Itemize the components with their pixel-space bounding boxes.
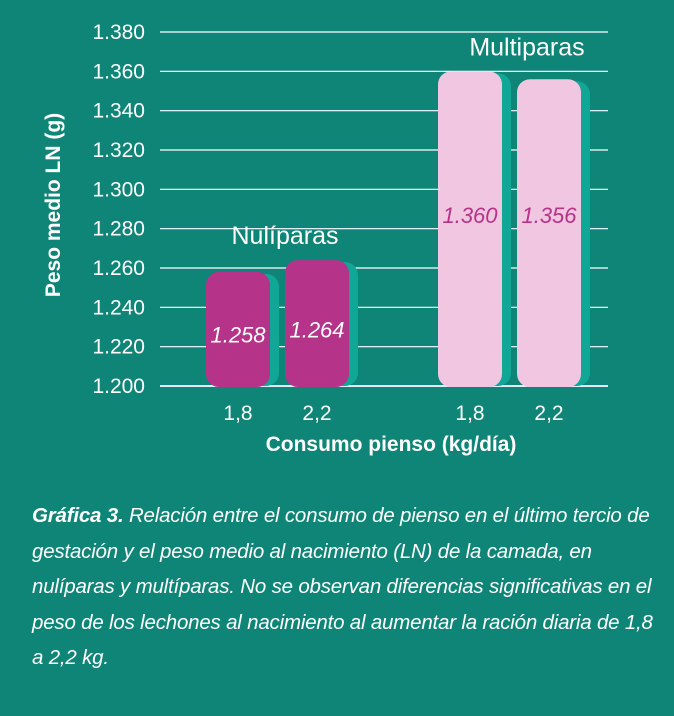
bar: [206, 271, 270, 387]
figure-caption: Gráfica 3. Relación entre el consumo de …: [32, 498, 657, 676]
bar: [438, 71, 502, 387]
group-label: Nulíparas: [232, 222, 339, 250]
y-tick-label: 1.280: [92, 218, 145, 241]
caption-label: Gráfica 3.: [32, 504, 124, 527]
y-tick-label: 1.300: [92, 178, 145, 201]
bar-value-label: 1.360: [442, 203, 498, 228]
bar-value-label: 1.356: [521, 203, 577, 228]
y-axis: 1.200 1.220 1.240 1.260 1.280 1.300 1.320 1.340…: [92, 21, 145, 398]
y-tick-label: 1.240: [92, 296, 145, 319]
y-axis-title: Peso medio LN (g): [42, 113, 65, 297]
y-tick-label: 1.260: [92, 257, 145, 280]
y-tick-label: 1.220: [92, 336, 145, 359]
bar-value-label: 1.258: [210, 323, 266, 348]
x-tick-label: 2,2: [534, 402, 563, 425]
bar-value-label: 1.264: [289, 317, 344, 342]
bars: [206, 71, 590, 387]
group-label: Multiparas: [469, 33, 584, 61]
x-tick-label: 1,8: [455, 402, 484, 425]
x-tick-label: 2,2: [302, 402, 331, 425]
x-tick-label: 1,8: [223, 402, 252, 425]
y-tick-label: 1.320: [92, 139, 145, 162]
bar: [285, 260, 349, 387]
y-tick-label: 1.380: [92, 21, 145, 44]
y-tick-label: 1.340: [92, 100, 145, 123]
y-tick-label: 1.360: [92, 60, 145, 83]
y-tick-label: 1.200: [92, 375, 145, 398]
bar-chart: 1.200 1.220 1.240 1.260 1.280 1.300 1.320 1.340…: [42, 21, 608, 456]
x-axis-title: Consumo pienso (kg/día): [266, 433, 517, 456]
labels: 1.258 1,8 1.264 2,2 Nulíparas 1.360 1,8 1.356 2,…: [210, 33, 584, 425]
caption-text: Relación entre el consumo de pienso en e…: [32, 504, 653, 670]
bar: [517, 79, 581, 387]
